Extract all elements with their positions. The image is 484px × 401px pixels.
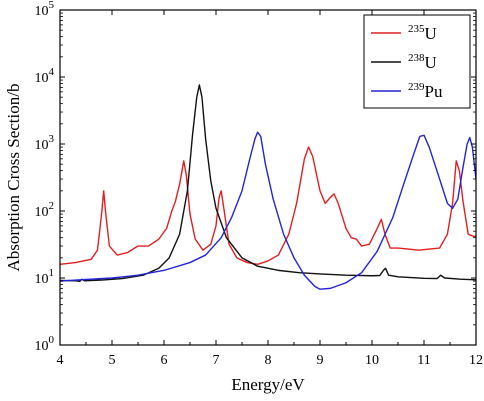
- y-tick-label: 102: [35, 200, 55, 220]
- series-line-235U: [60, 146, 476, 266]
- legend-label-235U: 235U: [408, 23, 437, 43]
- y-tick-label: 103: [35, 133, 55, 153]
- legend-label-238U: 238U: [408, 52, 437, 72]
- x-tick-label: 9: [317, 353, 324, 368]
- legend: 235U 238U 239Pu: [363, 14, 471, 109]
- x-tick-label: 12: [469, 353, 483, 368]
- x-tick-label: 5: [109, 353, 116, 368]
- x-tick-label: 6: [161, 353, 168, 368]
- y-tick-label: 100: [35, 334, 55, 354]
- x-tick-label: 11: [417, 353, 430, 368]
- legend-box: [363, 14, 471, 109]
- x-tick-label: 8: [265, 353, 272, 368]
- y-axis-label: Absorption Cross Section/b: [4, 84, 23, 272]
- y-tick-label: 104: [35, 66, 55, 86]
- x-tick-label: 7: [213, 353, 220, 368]
- x-tick-label: 4: [57, 353, 64, 368]
- series-line-239Pu: [60, 131, 476, 290]
- x-axis-label: Energy/eV: [231, 375, 305, 394]
- y-tick-label: 101: [35, 267, 55, 287]
- y-tick-label: 105: [35, 0, 55, 19]
- series-line-238U: [60, 84, 476, 283]
- x-axis-ticks: 4 5 6 7 8 9 10 11 12: [57, 10, 483, 368]
- x-tick-label: 10: [365, 353, 379, 368]
- plot-lines: [60, 84, 476, 290]
- legend-label-239Pu: 239Pu: [408, 81, 443, 101]
